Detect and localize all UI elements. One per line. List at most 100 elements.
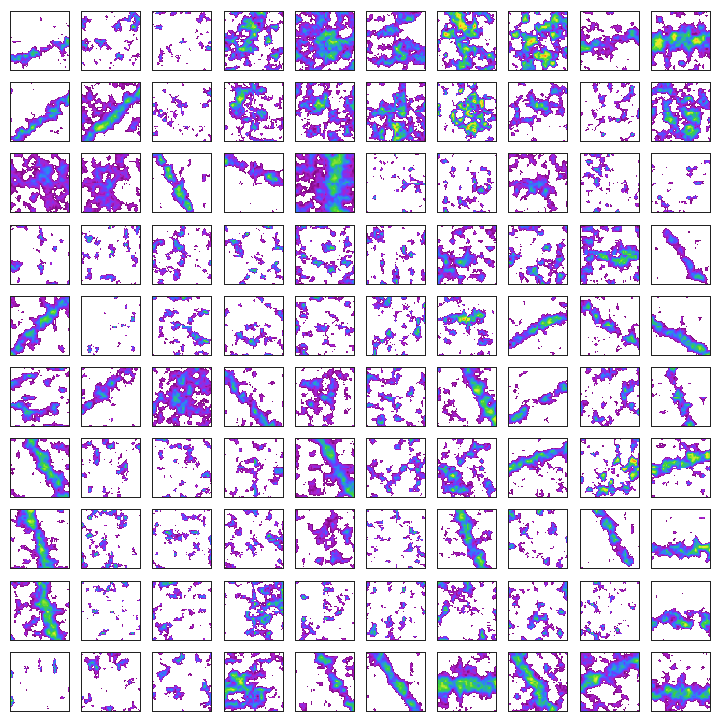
field-map-image xyxy=(82,226,140,284)
field-map-image xyxy=(438,439,496,497)
field-map-image xyxy=(153,154,211,212)
field-panel-r2-c3 xyxy=(152,82,212,142)
field-panel-r8-c6 xyxy=(366,509,426,569)
field-panel-r6-c4 xyxy=(224,367,284,427)
field-panel-r2-c2 xyxy=(81,82,141,142)
field-panel-r2-c9 xyxy=(580,82,640,142)
field-map-image xyxy=(438,12,496,70)
field-panel-r1-c1 xyxy=(10,11,70,71)
field-map-image xyxy=(296,582,354,640)
field-panel-r4-c7 xyxy=(437,225,497,285)
field-panel-r3-c10 xyxy=(651,153,711,213)
field-panel-r6-c9 xyxy=(580,367,640,427)
field-panel-r9-c5 xyxy=(295,581,355,641)
field-map-image xyxy=(509,439,567,497)
field-panel-r10-c4 xyxy=(224,652,284,712)
field-panel-r5-c7 xyxy=(437,296,497,356)
field-panel-r2-c7 xyxy=(437,82,497,142)
field-map-image xyxy=(652,510,710,568)
field-panel-r9-c4 xyxy=(224,581,284,641)
field-panel-r4-c1 xyxy=(10,225,70,285)
field-panel-r2-c10 xyxy=(651,82,711,142)
field-panel-r6-c7 xyxy=(437,367,497,427)
field-map-image xyxy=(367,582,425,640)
field-map-image xyxy=(438,368,496,426)
field-map-image xyxy=(82,582,140,640)
field-panel-r10-c8 xyxy=(508,652,568,712)
field-map-image xyxy=(225,582,283,640)
field-map-image xyxy=(581,12,639,70)
field-panel-r4-c2 xyxy=(81,225,141,285)
field-map-image xyxy=(581,368,639,426)
field-map-image xyxy=(296,154,354,212)
field-panel-r1-c8 xyxy=(508,11,568,71)
field-panel-r2-c1 xyxy=(10,82,70,142)
field-panel-r8-c3 xyxy=(152,509,212,569)
field-map-image xyxy=(153,83,211,141)
field-panel-r10-c5 xyxy=(295,652,355,712)
field-map-image xyxy=(581,582,639,640)
field-map-image xyxy=(11,12,69,70)
field-map-image xyxy=(652,226,710,284)
field-map-image xyxy=(82,83,140,141)
field-map-image xyxy=(509,226,567,284)
field-panel-r6-c1 xyxy=(10,367,70,427)
field-map-image xyxy=(509,83,567,141)
field-panel-r1-c9 xyxy=(580,11,640,71)
field-map-image xyxy=(581,439,639,497)
field-map-image xyxy=(581,83,639,141)
field-panel-r9-c3 xyxy=(152,581,212,641)
field-panel-r3-c2 xyxy=(81,153,141,213)
field-panel-r5-c8 xyxy=(508,296,568,356)
field-map-image xyxy=(11,83,69,141)
field-map-image xyxy=(82,653,140,711)
field-map-image xyxy=(11,368,69,426)
field-panel-r3-c6 xyxy=(366,153,426,213)
field-panel-r4-c8 xyxy=(508,225,568,285)
field-panel-r7-c8 xyxy=(508,438,568,498)
field-panel-r8-c4 xyxy=(224,509,284,569)
field-panel-r6-c6 xyxy=(366,367,426,427)
field-map-image xyxy=(509,368,567,426)
field-panel-r9-c6 xyxy=(366,581,426,641)
field-panel-r3-c8 xyxy=(508,153,568,213)
field-panel-r5-c2 xyxy=(81,296,141,356)
field-panel-r4-c5 xyxy=(295,225,355,285)
field-map-image xyxy=(153,226,211,284)
field-map-image xyxy=(82,368,140,426)
field-panel-r1-c5 xyxy=(295,11,355,71)
field-panel-r2-c6 xyxy=(366,82,426,142)
field-panel-r1-c7 xyxy=(437,11,497,71)
field-panel-r4-c3 xyxy=(152,225,212,285)
field-panel-r10-c10 xyxy=(651,652,711,712)
field-map-image xyxy=(438,582,496,640)
field-map-image xyxy=(367,510,425,568)
field-map-image xyxy=(82,510,140,568)
field-map-image xyxy=(225,154,283,212)
field-map-image xyxy=(296,226,354,284)
field-panel-r8-c9 xyxy=(580,509,640,569)
field-map-image xyxy=(581,653,639,711)
field-panel-r8-c5 xyxy=(295,509,355,569)
field-map-image xyxy=(11,154,69,212)
field-map-image xyxy=(225,439,283,497)
field-panel-r5-c10 xyxy=(651,296,711,356)
field-panel-r7-c6 xyxy=(366,438,426,498)
field-map-image xyxy=(225,653,283,711)
field-map-image xyxy=(11,653,69,711)
field-panel-r4-c10 xyxy=(651,225,711,285)
field-map-image xyxy=(296,368,354,426)
field-map-image xyxy=(652,368,710,426)
field-panel-r9-c1 xyxy=(10,581,70,641)
field-panel-r3-c4 xyxy=(224,153,284,213)
field-map-image xyxy=(296,297,354,355)
field-map-image xyxy=(296,439,354,497)
field-panel-r9-c7 xyxy=(437,581,497,641)
field-map-image xyxy=(438,510,496,568)
field-panel-r3-c5 xyxy=(295,153,355,213)
field-panel-r1-c6 xyxy=(366,11,426,71)
field-map-image xyxy=(296,653,354,711)
field-map-image xyxy=(11,226,69,284)
field-panel-r3-c7 xyxy=(437,153,497,213)
field-map-image xyxy=(225,12,283,70)
